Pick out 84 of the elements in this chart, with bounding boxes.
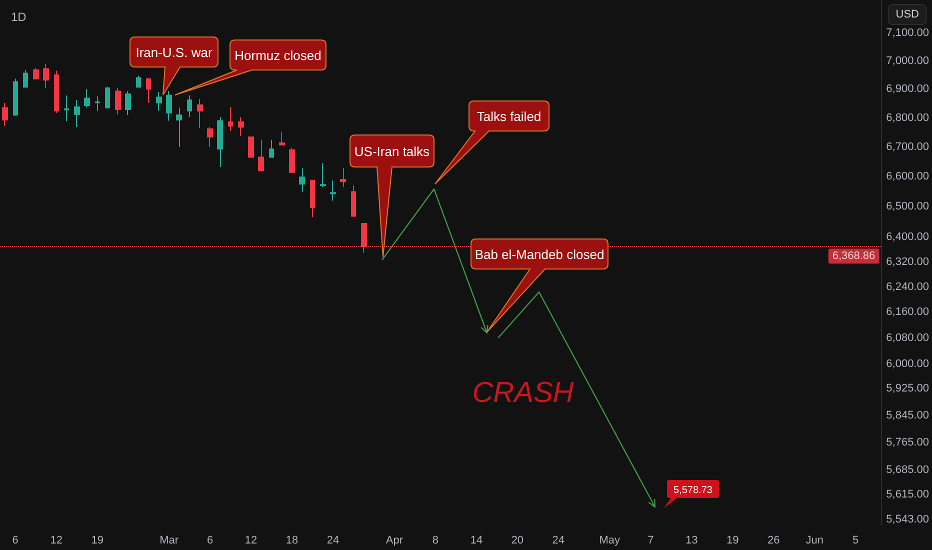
candlestick xyxy=(105,86,110,109)
candlestick xyxy=(176,107,182,148)
x-tick-label: 26 xyxy=(767,534,780,546)
candlestick xyxy=(23,70,28,88)
x-tick-label: 13 xyxy=(686,534,698,546)
x-tick-label: 20 xyxy=(511,534,524,546)
candlestick xyxy=(146,77,151,104)
y-tick-label: 5,685.00 xyxy=(886,464,930,476)
annotation: CRASH xyxy=(472,377,574,409)
candlestick xyxy=(187,94,192,118)
candlestick xyxy=(43,63,49,88)
candlestick xyxy=(125,90,131,116)
x-tick-label: 24 xyxy=(326,534,340,546)
candlestick xyxy=(279,132,285,146)
candlestick xyxy=(289,148,295,173)
y-tick-label: 6,700.00 xyxy=(886,140,930,153)
x-tick-label: 7 xyxy=(648,534,654,546)
candlestick xyxy=(33,67,39,80)
x-tick-label: 18 xyxy=(286,534,298,546)
candlestick xyxy=(217,116,223,168)
candlestick xyxy=(136,75,141,88)
x-tick-label: 24 xyxy=(552,534,565,546)
candlestick xyxy=(248,136,254,158)
x-tick-label: May xyxy=(599,534,621,546)
y-tick-label: 6,320.00 xyxy=(886,256,930,268)
candlestick xyxy=(310,180,315,218)
y-tick-label: 5,543.00 xyxy=(886,514,930,526)
candlestick xyxy=(320,162,326,188)
x-tick-label: 12 xyxy=(244,534,258,546)
y-axis-title: USD xyxy=(896,8,920,20)
y-tick-label: 6,600.00 xyxy=(886,170,930,183)
x-tick-label: 14 xyxy=(470,534,483,546)
ref-line-label: 6,368.86 xyxy=(832,250,876,262)
candlestick xyxy=(238,116,244,136)
y-tick-label: 5,615.00 xyxy=(886,488,930,500)
candlestick xyxy=(197,98,203,128)
x-tick-label: Mar xyxy=(160,534,179,546)
candlestick xyxy=(166,90,172,122)
x-tick-label: 8 xyxy=(432,534,439,546)
candlestick xyxy=(95,96,100,112)
y-tick-label: 6,000.00 xyxy=(886,358,930,370)
candlestick xyxy=(84,88,90,108)
candlestick xyxy=(13,78,18,116)
y-tick-label: 6,240.00 xyxy=(886,280,930,293)
y-tick-label: 5,845.00 xyxy=(886,409,930,422)
candlestick xyxy=(269,139,274,158)
x-tick-label: 12 xyxy=(50,534,62,546)
annotation: Bab el-Mandeb closed xyxy=(474,247,604,262)
candlestick xyxy=(258,139,264,172)
y-tick-label: 6,400.00 xyxy=(886,231,930,244)
y-tick-label: 7,100.00 xyxy=(886,26,930,39)
candlestick xyxy=(330,180,336,202)
candlestick xyxy=(156,91,162,112)
y-tick-label: 6,160.00 xyxy=(886,306,930,318)
x-tick-label: 6 xyxy=(12,534,18,546)
annotation: US-Iran talks xyxy=(354,144,430,159)
candlestick xyxy=(299,168,305,192)
x-tick-label: Apr xyxy=(386,534,404,546)
x-tick-label: 5 xyxy=(852,534,859,546)
candlestick xyxy=(340,168,346,188)
candlestick xyxy=(207,126,213,148)
candlestick xyxy=(2,102,8,126)
annotation: Iran-U.S. war xyxy=(136,45,213,60)
text: 1D xyxy=(11,10,27,24)
candlestick xyxy=(64,94,69,122)
candlestick xyxy=(115,87,121,115)
x-tick-label: Jun xyxy=(806,534,824,546)
y-tick-label: 5,925.00 xyxy=(886,382,930,395)
y-tick-label: 6,080.00 xyxy=(886,332,930,344)
y-tick-label: 6,800.00 xyxy=(886,112,930,124)
x-tick-label: 19 xyxy=(726,534,739,546)
candlestick xyxy=(228,106,233,132)
candlestick xyxy=(54,70,59,114)
x-tick-label: 19 xyxy=(91,534,104,546)
annotation: 5,578.73 xyxy=(674,485,713,496)
y-tick-label: 7,000.00 xyxy=(886,54,930,67)
y-tick-label: 5,765.00 xyxy=(886,436,930,448)
candlestick xyxy=(74,99,80,128)
y-tick-label: 6,900.00 xyxy=(886,83,930,96)
y-tick-label: 6,500.00 xyxy=(886,200,930,213)
annotation: Hormuz closed xyxy=(234,48,322,63)
candlestick xyxy=(351,184,356,217)
x-tick-label: 6 xyxy=(206,534,214,546)
annotation: Talks failed xyxy=(476,109,542,124)
